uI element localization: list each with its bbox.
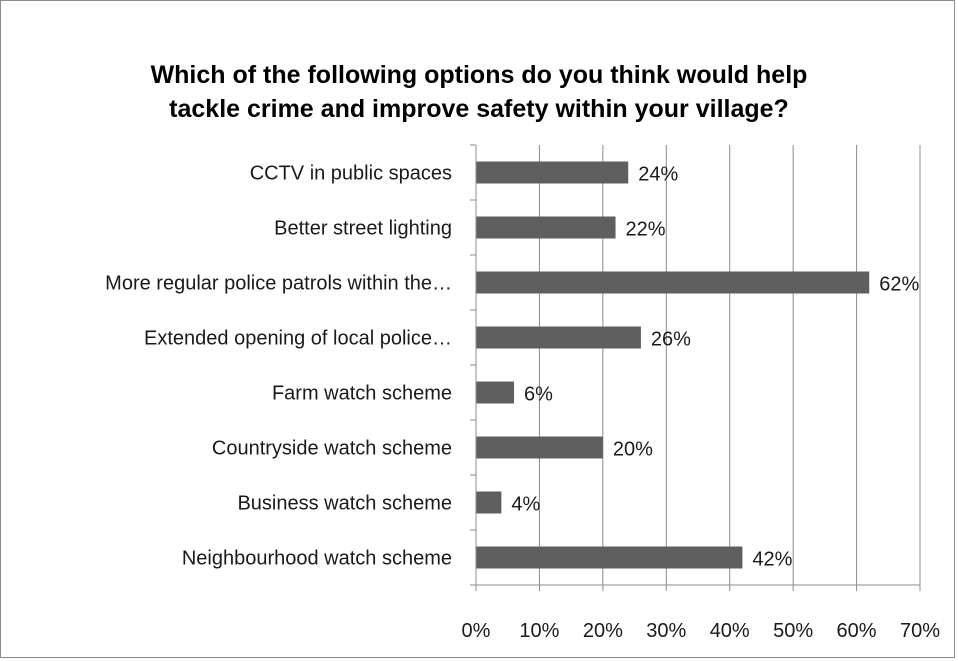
category-label-0: CCTV in public spaces [250,163,452,185]
data-label-7: 42% [752,549,792,571]
axes [470,144,921,591]
data-label-3: 26% [651,329,691,351]
category-label-1: Better street lighting [274,218,452,240]
x-tick-label-5: 50% [773,620,813,642]
data-label-0: 24% [638,164,678,186]
x-tick-label-0: 0% [462,620,491,642]
bar-1 [476,216,616,239]
category-label-5: Countryside watch scheme [212,438,452,460]
bar-5 [476,436,603,459]
bar-3 [476,326,641,349]
x-tick-label-2: 20% [583,620,623,642]
chart-title: Which of the following options do you th… [0,58,958,126]
bar-7 [476,546,743,569]
category-label-3: Extended opening of local police… [144,328,452,350]
data-label-5: 20% [613,439,653,461]
gridlines [538,145,921,585]
x-tick-label-4: 40% [710,620,750,642]
bar-6 [476,491,502,514]
category-label-6: Business watch scheme [237,493,452,515]
x-tick-label-3: 30% [646,620,686,642]
bar-2 [476,271,870,294]
x-tick-label-1: 10% [519,620,559,642]
chart-title-line-1: Which of the following options do you th… [150,61,808,89]
category-label-4: Farm watch scheme [272,383,452,405]
data-label-6: 4% [511,494,540,516]
category-label-2: More regular police patrols within the… [105,273,452,295]
data-label-1: 22% [626,219,666,241]
bar-0 [476,161,629,184]
x-tick-label-6: 60% [837,620,877,642]
data-label-4: 6% [524,384,553,406]
labels: CCTV in public spaces 24% Better street li… [105,163,940,643]
chart-title-line-2: tackle crime and improve safety within y… [169,95,789,123]
category-label-7: Neighbourhood watch scheme [182,548,452,570]
bars [476,161,870,569]
x-tick-label-7: 70% [900,620,940,642]
bar-4 [476,381,515,404]
data-label-2: 62% [879,274,919,296]
